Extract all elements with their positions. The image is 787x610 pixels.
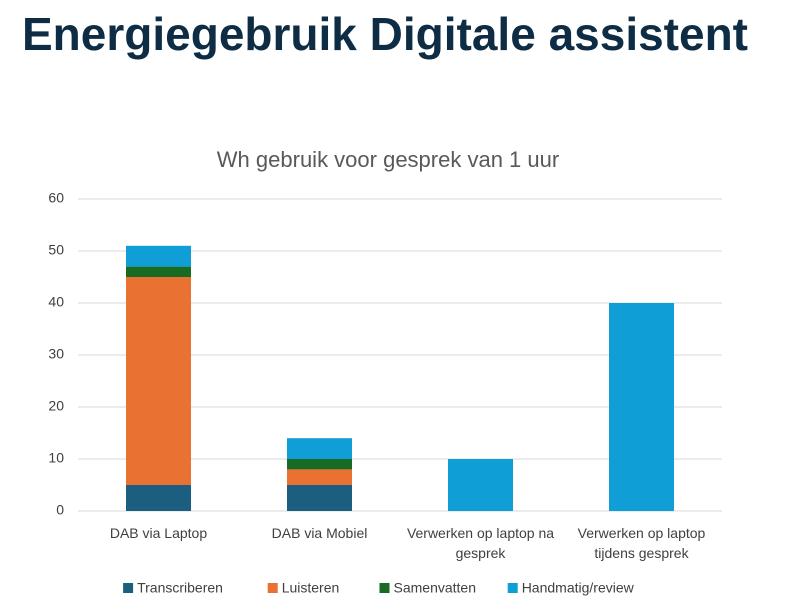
legend-swatch <box>379 583 390 593</box>
legend-swatch <box>507 583 518 593</box>
y-tick-label: 10 <box>48 450 64 466</box>
bar-segment <box>126 266 191 277</box>
bar-segment <box>126 245 191 267</box>
y-tick-label: 20 <box>48 398 64 414</box>
legend-label: Luisteren <box>282 580 340 596</box>
bar-segment <box>126 277 191 485</box>
bar-segment <box>287 469 352 485</box>
legend-swatch <box>267 583 278 593</box>
y-tick-label: 40 <box>48 294 64 310</box>
page-heading: Energiegebruik Digitale assistent <box>22 8 748 60</box>
x-tick-label: Verwerken op laptop na gesprek <box>406 525 555 561</box>
bar-segment <box>287 485 352 511</box>
y-tick-label: 0 <box>56 502 64 518</box>
y-tick-label: 60 <box>48 190 64 206</box>
x-tick-label: DAB via Mobiel <box>271 525 368 541</box>
legend-label: Transcriberen <box>137 580 223 596</box>
legend-label: Handmatig/review <box>522 580 635 596</box>
x-tick-label: DAB via Laptop <box>109 525 208 541</box>
bar-segment <box>609 303 674 511</box>
legend-label: Samenvatten <box>394 580 477 596</box>
y-tick-label: 50 <box>48 242 64 258</box>
chart-title: Wh gebruik voor gesprek van 1 uur <box>217 147 559 172</box>
bar-segment <box>448 459 513 511</box>
y-tick-label: 30 <box>48 346 64 362</box>
bar-segment <box>287 438 352 459</box>
legend-swatch <box>123 583 134 593</box>
x-tick-label: Verwerken op laptop tijdens gesprek <box>577 525 706 561</box>
bar-segment <box>287 459 352 470</box>
bar-segment <box>126 485 191 511</box>
